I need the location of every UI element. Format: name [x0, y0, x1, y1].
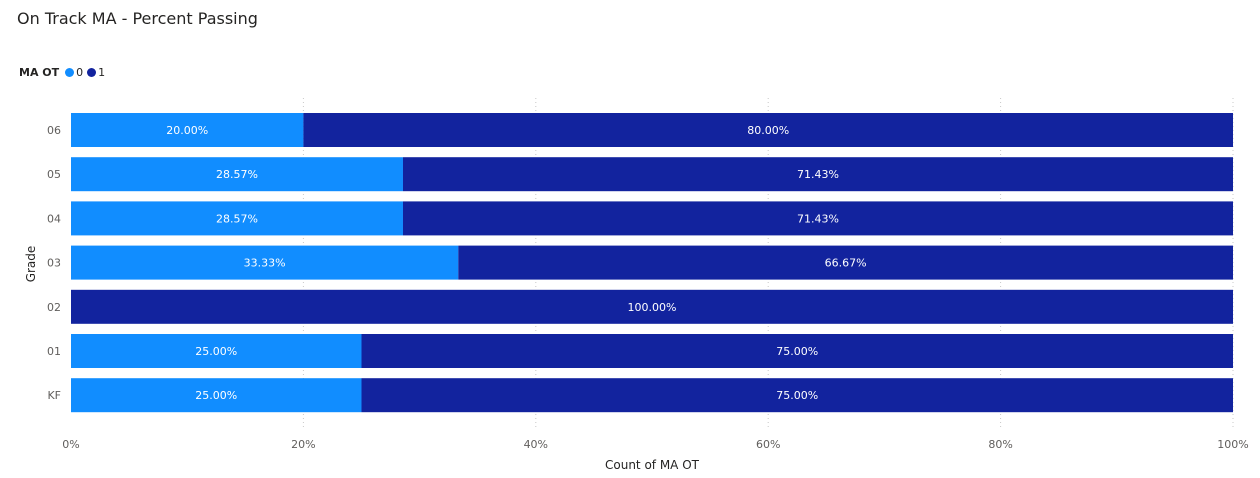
data-label: 75.00% — [776, 345, 818, 358]
data-label: 28.57% — [216, 168, 258, 181]
bar-segment-1 — [402, 201, 1233, 236]
x-tick-label: 80% — [988, 438, 1012, 451]
x-tick-label: 20% — [291, 438, 315, 451]
data-label: 28.57% — [216, 212, 258, 225]
bar-segment-0 — [71, 201, 403, 236]
x-tick-label: 0% — [62, 438, 79, 451]
y-tick-label: 04 — [47, 212, 61, 225]
data-label: 100.00% — [628, 301, 677, 314]
bar-segment-0 — [71, 334, 362, 368]
y-tick-label: 06 — [47, 124, 61, 137]
data-label: 25.00% — [195, 389, 237, 402]
bar-segment-0 — [71, 113, 304, 147]
data-label: 66.67% — [825, 257, 867, 270]
bar-segment-1 — [361, 378, 1233, 413]
legend-item-1[interactable]: 1 — [87, 66, 105, 79]
legend-label-0: 0 — [76, 65, 84, 79]
bar-segment-1 — [303, 113, 1233, 147]
bar-segment-1 — [402, 157, 1233, 192]
data-label: 71.43% — [797, 212, 839, 225]
bar-segment-1 — [361, 334, 1233, 368]
x-tick-label: 40% — [524, 438, 548, 451]
legend-dot-1 — [87, 67, 97, 77]
legend-dot-0 — [65, 67, 75, 77]
y-axis-title: Grade — [24, 246, 38, 283]
data-label: 20.00% — [166, 124, 208, 137]
chart-title: On Track MA - Percent Passing — [17, 9, 258, 28]
y-tick-label: 05 — [47, 168, 61, 181]
legend-label-1: 1 — [98, 65, 106, 79]
x-tick-label: 100% — [1217, 438, 1248, 451]
data-label: 71.43% — [797, 168, 839, 181]
x-tick-label: 60% — [756, 438, 780, 451]
bar-segment-0 — [71, 245, 459, 280]
bar-segment-0 — [71, 157, 403, 192]
data-label: 33.33% — [244, 257, 286, 270]
y-tick-label: 03 — [47, 257, 61, 270]
x-axis-title: Count of MA OT — [605, 458, 700, 472]
legend-title: MA OT — [19, 65, 60, 79]
data-label: 80.00% — [747, 124, 789, 137]
legend: MA OT 0 1 — [19, 64, 109, 80]
bar-segment-0 — [71, 378, 362, 413]
data-label: 75.00% — [776, 389, 818, 402]
legend-item-0[interactable]: 0 — [65, 66, 83, 79]
y-tick-label: 01 — [47, 345, 61, 358]
data-label: 25.00% — [195, 345, 237, 358]
y-tick-label: 02 — [47, 301, 61, 314]
bar-segment-1 — [458, 245, 1234, 280]
y-tick-label: KF — [47, 389, 61, 402]
bar-segment-1 — [71, 289, 1233, 324]
